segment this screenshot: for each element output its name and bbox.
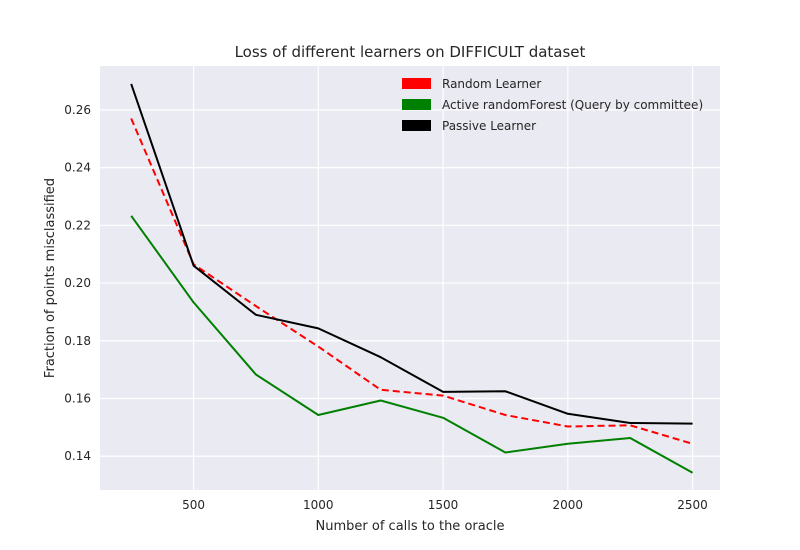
y-tick-label: 0.18 <box>64 334 91 348</box>
x-axis-ticks: 500 1000 1500 2000 2500 <box>182 498 708 512</box>
legend-swatch <box>402 78 431 89</box>
y-tick-label: 0.16 <box>64 392 91 406</box>
series-line-2 <box>130 215 694 474</box>
grid <box>100 66 720 490</box>
x-axis-label: Number of calls to the oracle <box>316 519 505 534</box>
series-line-3 <box>130 83 693 425</box>
series-line-1 <box>130 118 693 445</box>
y-tick-label: 0.20 <box>64 276 91 290</box>
y-tick-label: 0.14 <box>64 449 91 463</box>
legend-label: Active randomForest (Query by committee) <box>442 98 703 112</box>
y-axis-label: Fraction of points misclassified <box>43 178 58 378</box>
legend-label: Passive Learner <box>442 119 536 133</box>
legend: Random Learner Active randomForest (Query… <box>402 77 703 133</box>
y-axis-ticks: 0.14 0.16 0.18 0.20 0.22 0.24 0.26 <box>64 103 91 463</box>
x-tick-label: 2000 <box>553 498 584 512</box>
legend-swatch <box>402 120 431 131</box>
x-tick-label: 1000 <box>303 498 334 512</box>
legend-label: Random Learner <box>442 77 541 91</box>
chart-title: Loss of different learners on DIFFICULT … <box>235 43 586 61</box>
x-tick-label: 500 <box>182 498 205 512</box>
y-tick-label: 0.26 <box>64 103 91 117</box>
legend-swatch <box>402 99 431 110</box>
x-tick-label: 2500 <box>677 498 708 512</box>
plot-area <box>100 66 720 490</box>
y-tick-label: 0.22 <box>64 218 91 232</box>
y-tick-label: 0.24 <box>64 161 91 175</box>
series-lines <box>130 83 694 474</box>
x-tick-label: 1500 <box>428 498 459 512</box>
